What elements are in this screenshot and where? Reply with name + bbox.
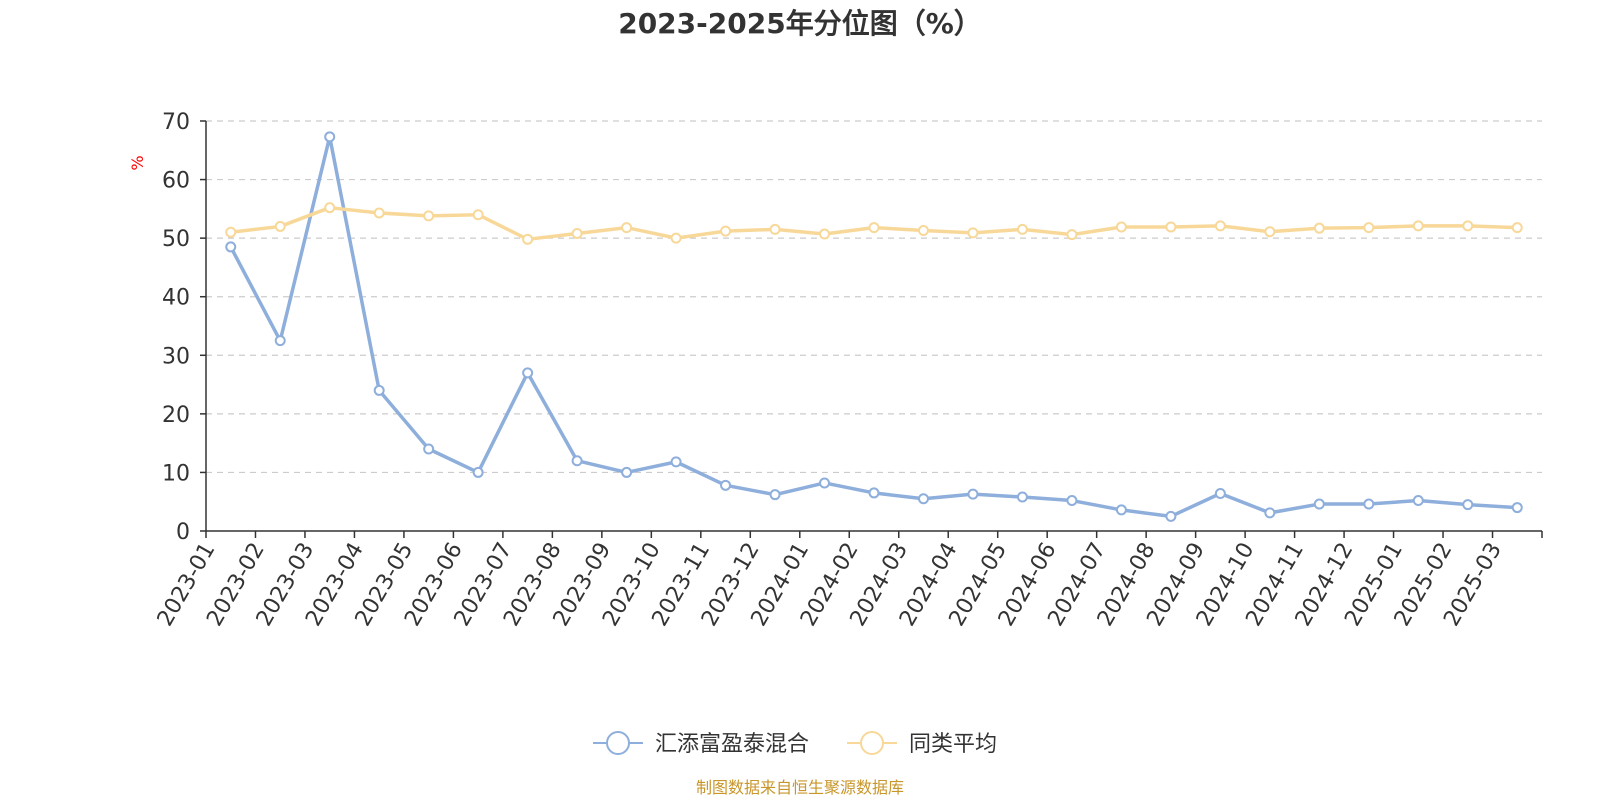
data-point[interactable] (621, 466, 633, 478)
data-point[interactable] (670, 456, 682, 468)
data-point[interactable] (423, 210, 435, 222)
data-point[interactable] (1066, 229, 1078, 241)
data-point[interactable] (274, 335, 286, 347)
data-point[interactable] (769, 223, 781, 235)
legend-label: 汇添富盈泰混合 (655, 732, 809, 757)
series-1 (225, 131, 1523, 522)
data-point[interactable] (621, 222, 633, 234)
data-point[interactable] (1066, 495, 1078, 507)
legend-item[interactable]: 汇添富盈泰混合 (593, 731, 809, 757)
y-tick-label: 30 (162, 344, 190, 369)
data-point[interactable] (868, 487, 880, 499)
data-point[interactable] (1313, 498, 1325, 510)
data-point[interactable] (868, 222, 880, 234)
legend-item[interactable]: 同类平均 (847, 731, 997, 757)
data-point[interactable] (1165, 510, 1177, 522)
data-point[interactable] (1016, 223, 1028, 235)
legend[interactable]: 汇添富盈泰混合 同类平均 (593, 731, 997, 757)
data-point[interactable] (1511, 502, 1523, 514)
data-source-note: 制图数据来自恒生聚源数据库 (696, 778, 904, 797)
series-layer (225, 131, 1523, 522)
y-tick-label: 0 (176, 520, 190, 545)
data-point[interactable] (720, 479, 732, 491)
data-point[interactable] (472, 209, 484, 221)
y-tick-label: 10 (162, 461, 190, 486)
legend-label: 同类平均 (909, 732, 997, 757)
data-point[interactable] (819, 477, 831, 489)
series-line (228, 135, 1520, 519)
data-point[interactable] (522, 233, 534, 245)
data-point[interactable] (274, 220, 286, 232)
data-point[interactable] (324, 202, 336, 214)
data-point[interactable] (423, 443, 435, 455)
data-point[interactable] (1462, 499, 1474, 511)
data-point[interactable] (1313, 222, 1325, 234)
data-point[interactable] (1016, 491, 1028, 503)
data-point[interactable] (1462, 220, 1474, 232)
data-point[interactable] (819, 228, 831, 240)
y-tick-label: 40 (162, 286, 190, 311)
data-point[interactable] (373, 207, 385, 219)
data-point[interactable] (1511, 222, 1523, 234)
data-point[interactable] (225, 226, 237, 238)
data-point[interactable] (967, 488, 979, 500)
data-point[interactable] (522, 367, 534, 379)
data-point[interactable] (769, 489, 781, 501)
data-point[interactable] (225, 241, 237, 253)
grid (206, 120, 1542, 474)
data-point[interactable] (324, 131, 336, 143)
data-point[interactable] (1363, 222, 1375, 234)
axes: 0102030405060702023-012023-022023-032023… (153, 110, 1543, 631)
data-point[interactable] (1412, 220, 1424, 232)
data-point[interactable] (1264, 507, 1276, 519)
y-tick-label: 20 (162, 403, 190, 428)
data-point[interactable] (1115, 221, 1127, 233)
data-point[interactable] (917, 493, 929, 505)
data-point[interactable] (917, 225, 929, 237)
legend-marker-icon (606, 731, 630, 755)
data-point[interactable] (1214, 220, 1226, 232)
data-point[interactable] (1412, 495, 1424, 507)
data-point[interactable] (1264, 226, 1276, 238)
data-point[interactable] (1363, 498, 1375, 510)
data-point[interactable] (571, 455, 583, 467)
legend-marker-icon (860, 731, 884, 755)
data-point[interactable] (1165, 221, 1177, 233)
data-point[interactable] (967, 227, 979, 239)
y-tick-label: 70 (162, 110, 190, 135)
data-point[interactable] (720, 225, 732, 237)
data-point[interactable] (472, 466, 484, 478)
data-point[interactable] (571, 227, 583, 239)
y-tick-label: 50 (162, 227, 190, 252)
series-2 (225, 202, 1523, 245)
data-point[interactable] (670, 232, 682, 244)
chart-title: 2023-2025年分位图（%） (618, 7, 982, 40)
y-tick-label: 60 (162, 169, 190, 194)
data-point[interactable] (1214, 488, 1226, 500)
y-axis-unit: % (128, 155, 147, 170)
data-point[interactable] (373, 384, 385, 396)
data-point[interactable] (1115, 504, 1127, 516)
